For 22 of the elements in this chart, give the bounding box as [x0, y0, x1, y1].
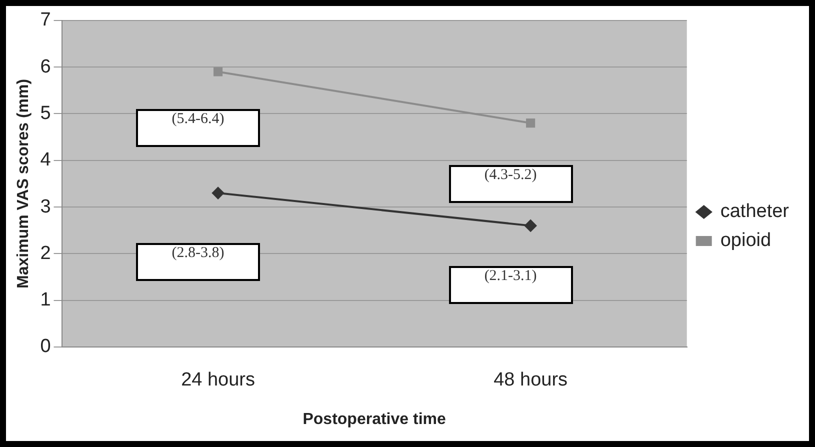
note-box: (5.4-6.4) — [136, 109, 260, 148]
y-tick-label: 6 — [40, 56, 51, 78]
y-tick-label: 2 — [40, 242, 51, 264]
point — [524, 220, 537, 232]
point — [212, 187, 224, 200]
x-tick-label: 24 hours — [181, 370, 256, 391]
y-tick-label: 4 — [40, 150, 52, 171]
point — [214, 67, 223, 76]
x-tick-label: 48 hours — [494, 370, 568, 391]
y-axis-title: Maximum VAS scores (mm) — [15, 78, 32, 288]
note-box: (2.1-3.1) — [448, 266, 573, 304]
y-tick-label: 7 — [40, 10, 51, 31]
y-tick-label: 1 — [40, 290, 51, 311]
legend-label: catheter — [720, 201, 790, 222]
y-tick-label: 5 — [40, 102, 51, 124]
note-box: (4.3-5.2) — [448, 164, 573, 203]
note-box: (2.8-3.8) — [136, 243, 260, 282]
x-axis-title: Postoperative time — [302, 410, 446, 428]
y-tick-label: 0 — [40, 336, 51, 358]
point — [526, 118, 536, 128]
y-tick-label: 3 — [40, 196, 51, 218]
legend-label: opioid — [720, 230, 772, 252]
